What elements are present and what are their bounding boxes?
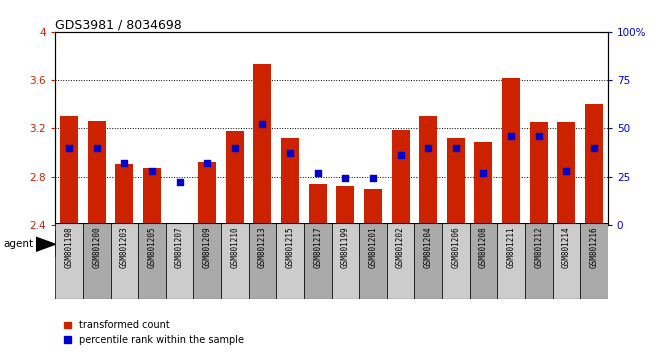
- FancyBboxPatch shape: [552, 223, 580, 299]
- Point: [119, 160, 129, 166]
- Text: GSM801212: GSM801212: [534, 227, 543, 268]
- FancyBboxPatch shape: [276, 223, 304, 299]
- Text: GSM801198: GSM801198: [64, 227, 73, 268]
- FancyBboxPatch shape: [497, 223, 525, 299]
- FancyBboxPatch shape: [525, 223, 552, 299]
- Point: [340, 176, 350, 181]
- FancyBboxPatch shape: [111, 223, 138, 299]
- Bar: [170, 224, 188, 225]
- Text: GSM801206: GSM801206: [451, 227, 460, 268]
- Text: GSM801207: GSM801207: [175, 227, 184, 268]
- Point: [64, 145, 74, 150]
- FancyBboxPatch shape: [442, 223, 469, 299]
- Point: [395, 153, 406, 158]
- Bar: [364, 189, 382, 225]
- Bar: [88, 121, 106, 225]
- Text: GSM801217: GSM801217: [313, 227, 322, 268]
- Point: [147, 168, 157, 173]
- Text: GSM801209: GSM801209: [203, 227, 212, 268]
- Point: [313, 170, 323, 176]
- Text: control: control: [450, 238, 489, 249]
- Point: [285, 150, 295, 156]
- Polygon shape: [36, 237, 55, 251]
- Legend: transformed count, percentile rank within the sample: transformed count, percentile rank withi…: [60, 316, 248, 349]
- Bar: [530, 122, 548, 225]
- Text: GSM801205: GSM801205: [148, 227, 157, 268]
- Bar: [474, 142, 493, 225]
- FancyBboxPatch shape: [83, 223, 111, 299]
- Text: GSM801200: GSM801200: [92, 227, 101, 268]
- Text: GSM801208: GSM801208: [479, 227, 488, 268]
- Text: GSM801215: GSM801215: [285, 227, 294, 268]
- FancyBboxPatch shape: [248, 223, 276, 299]
- Bar: [336, 186, 354, 225]
- Point: [506, 133, 516, 139]
- Bar: [115, 165, 133, 225]
- Point: [174, 179, 185, 185]
- Text: GSM801204: GSM801204: [424, 227, 433, 268]
- FancyBboxPatch shape: [55, 223, 83, 299]
- FancyBboxPatch shape: [55, 230, 332, 257]
- Text: GSM801199: GSM801199: [341, 227, 350, 268]
- Text: GSM801214: GSM801214: [562, 227, 571, 268]
- FancyBboxPatch shape: [138, 223, 166, 299]
- Point: [478, 170, 489, 176]
- Point: [202, 160, 213, 166]
- FancyBboxPatch shape: [332, 230, 608, 257]
- FancyBboxPatch shape: [166, 223, 194, 299]
- Bar: [309, 184, 327, 225]
- FancyBboxPatch shape: [194, 223, 221, 299]
- Bar: [557, 122, 575, 225]
- Point: [450, 145, 461, 150]
- Bar: [226, 131, 244, 225]
- Bar: [281, 138, 299, 225]
- Point: [368, 176, 378, 181]
- FancyBboxPatch shape: [359, 223, 387, 299]
- Text: GSM801210: GSM801210: [230, 227, 239, 268]
- Text: GDS3981 / 8034698: GDS3981 / 8034698: [55, 19, 182, 32]
- Bar: [254, 64, 272, 225]
- FancyBboxPatch shape: [469, 223, 497, 299]
- FancyBboxPatch shape: [415, 223, 442, 299]
- Text: agent: agent: [3, 239, 33, 249]
- Point: [589, 145, 599, 150]
- Bar: [585, 104, 603, 225]
- Text: resveratrol: resveratrol: [163, 238, 224, 249]
- Text: GSM801203: GSM801203: [120, 227, 129, 268]
- Text: GSM801201: GSM801201: [369, 227, 378, 268]
- Point: [257, 122, 268, 127]
- Text: GSM801216: GSM801216: [590, 227, 599, 268]
- Point: [561, 168, 571, 173]
- FancyBboxPatch shape: [387, 223, 415, 299]
- Text: GSM801213: GSM801213: [258, 227, 267, 268]
- Bar: [447, 138, 465, 225]
- Text: GSM801211: GSM801211: [506, 227, 515, 268]
- Bar: [143, 168, 161, 225]
- FancyBboxPatch shape: [332, 223, 359, 299]
- FancyBboxPatch shape: [221, 223, 248, 299]
- Point: [229, 145, 240, 150]
- Bar: [198, 162, 216, 225]
- Text: GSM801202: GSM801202: [396, 227, 405, 268]
- Bar: [419, 116, 437, 225]
- Bar: [60, 116, 78, 225]
- Bar: [391, 130, 410, 225]
- Point: [534, 133, 544, 139]
- Point: [423, 145, 434, 150]
- FancyBboxPatch shape: [580, 223, 608, 299]
- FancyBboxPatch shape: [304, 223, 332, 299]
- Point: [92, 145, 102, 150]
- Bar: [502, 78, 520, 225]
